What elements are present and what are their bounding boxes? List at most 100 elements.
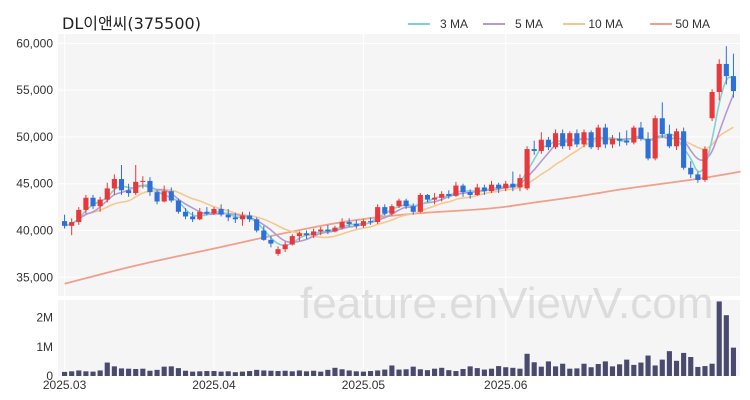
candle xyxy=(296,231,302,241)
volume-bar xyxy=(560,363,566,376)
candle xyxy=(702,146,708,182)
candle xyxy=(133,165,139,195)
volume-bar xyxy=(624,359,630,376)
candle-body xyxy=(204,211,210,214)
volume-bar xyxy=(382,369,388,376)
volume-bars xyxy=(61,301,737,376)
volume-bar xyxy=(716,301,722,376)
candle xyxy=(652,115,658,161)
volume-bar xyxy=(673,360,680,376)
candle xyxy=(190,211,196,223)
candle-body xyxy=(275,249,281,254)
candle-body xyxy=(496,184,502,189)
candle xyxy=(716,59,722,101)
volume-bar xyxy=(460,368,466,376)
candle-body xyxy=(638,127,644,139)
volume-bar xyxy=(446,370,452,376)
candle-body xyxy=(147,180,153,193)
volume-bar xyxy=(574,368,580,376)
candle xyxy=(460,183,466,197)
candle xyxy=(268,236,274,248)
volume-bar xyxy=(318,371,324,376)
volume-bar xyxy=(175,368,181,376)
volume-bar xyxy=(730,347,737,376)
candle xyxy=(97,196,103,212)
candle-body xyxy=(730,76,737,92)
candle-body xyxy=(417,194,423,212)
volume-bar xyxy=(638,362,644,376)
volume-bar xyxy=(410,366,416,376)
candle-body xyxy=(602,127,608,145)
ma50-line xyxy=(64,170,741,285)
legend-label: 50 MA xyxy=(675,17,710,31)
candle-body xyxy=(688,167,694,175)
candle-body xyxy=(673,131,680,147)
candle xyxy=(168,187,174,203)
candle-body xyxy=(182,211,189,217)
candle xyxy=(182,208,189,220)
volume-bar xyxy=(268,370,274,376)
candle xyxy=(581,129,587,148)
volume-bar xyxy=(467,366,473,376)
candle xyxy=(631,125,637,145)
candle-body xyxy=(339,222,345,228)
volume-bar xyxy=(389,365,395,376)
candle xyxy=(730,53,737,98)
candle xyxy=(118,165,125,195)
volume-bar xyxy=(118,368,125,376)
candle-body xyxy=(517,178,523,188)
volume-bar xyxy=(417,369,423,376)
candle-body xyxy=(481,187,487,192)
volume-bar xyxy=(552,366,559,376)
x-tick-label: 2025.06 xyxy=(484,378,528,392)
candle xyxy=(645,132,651,161)
candle xyxy=(90,194,96,209)
candle-body xyxy=(90,197,96,207)
candle xyxy=(175,198,181,214)
candle xyxy=(104,182,110,203)
volume-bar xyxy=(282,370,288,376)
candle xyxy=(375,204,381,224)
candle-body xyxy=(111,179,117,189)
candle xyxy=(69,218,75,236)
volume-bar xyxy=(239,371,246,376)
volume-bar xyxy=(232,372,238,376)
volume-bar xyxy=(617,364,623,376)
x-axis: 2025.03 2025.04 2025.05 2025.06 xyxy=(43,378,528,392)
candle-body xyxy=(118,179,125,191)
candle-body xyxy=(524,149,530,189)
candle-body xyxy=(552,133,559,148)
candle xyxy=(161,185,167,203)
candle-body xyxy=(666,134,672,147)
candle-body xyxy=(197,211,203,220)
x-tick-label: 2025.04 xyxy=(192,378,236,392)
price-panel xyxy=(58,34,740,296)
volume-bar xyxy=(197,371,203,376)
candle-body xyxy=(574,133,580,145)
candle-body xyxy=(702,149,708,180)
candlesticks xyxy=(61,46,737,256)
candle xyxy=(282,241,288,253)
volume-bar xyxy=(275,371,281,376)
volume-bar xyxy=(133,368,139,376)
volume-bar xyxy=(353,371,359,376)
volume-bar xyxy=(496,366,502,376)
candle xyxy=(609,135,616,149)
candle xyxy=(531,140,537,155)
candle-body xyxy=(154,192,160,202)
candle-body xyxy=(410,206,416,212)
candle xyxy=(474,183,480,196)
volume-bar xyxy=(325,369,331,376)
candle-body xyxy=(531,149,537,151)
volume-bar xyxy=(90,371,96,376)
volume-bar xyxy=(182,370,189,376)
candle-body xyxy=(61,221,68,226)
volume-bar xyxy=(439,367,445,376)
candle xyxy=(389,204,395,216)
candle-body xyxy=(282,244,288,250)
candle-body xyxy=(460,185,466,193)
volume-bar xyxy=(695,366,701,376)
candle xyxy=(453,181,459,197)
candle-body xyxy=(432,197,438,200)
price-tick-label: 50,000 xyxy=(16,130,53,144)
